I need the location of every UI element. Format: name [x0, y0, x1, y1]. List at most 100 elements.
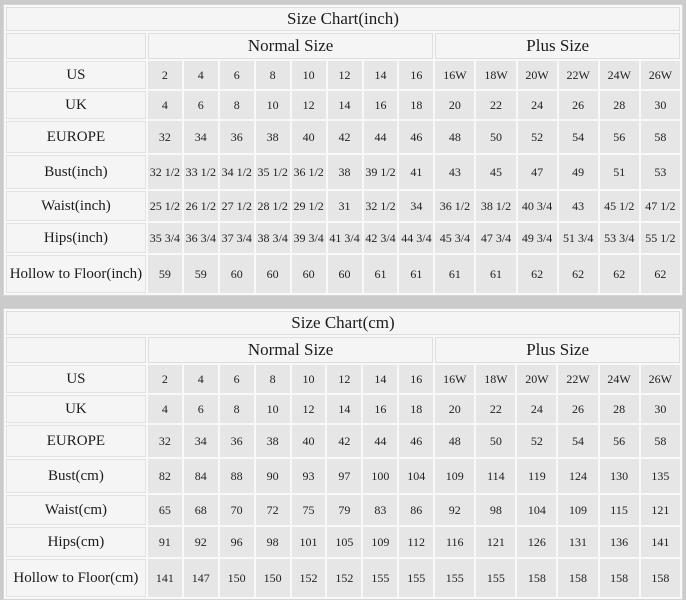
row-label: UK: [6, 395, 146, 423]
table-row: Hips(cm) 91 92 96 98 101 105 109 112 116 121 126 131…: [6, 527, 680, 557]
size-value-cell: 92: [435, 495, 475, 525]
size-value-cell: 10: [291, 365, 326, 393]
size-value-cell: 34: [183, 121, 218, 153]
size-value-cell: 12: [291, 91, 326, 119]
row-label: Waist(cm): [6, 495, 146, 525]
size-value-cell: 39 1/2: [363, 155, 398, 189]
group-header-row: Normal Size Plus Size: [6, 33, 680, 59]
size-value-cell: 27 1/2: [219, 191, 254, 221]
row-label: Hollow to Floor(inch): [6, 255, 146, 293]
corner-spacer: [6, 337, 146, 363]
size-value-cell: 22: [476, 395, 516, 423]
size-value-cell: 47: [517, 155, 557, 189]
size-chart-inch-table: Size Chart(inch) Normal Size Plus Size U…: [3, 4, 683, 296]
size-value-cell: 34: [399, 191, 434, 221]
size-value-cell: 38 1/2: [476, 191, 516, 221]
size-value-cell: 42: [327, 425, 362, 457]
size-value-cell: 40: [291, 121, 326, 153]
table-row: Bust(cm) 82 84 88 90 93 97 100 104 109 114 119 124 13…: [6, 459, 680, 493]
size-value-cell: 20: [435, 91, 475, 119]
row-label: Hollow to Floor(cm): [6, 559, 146, 597]
size-value-cell: 44: [363, 121, 398, 153]
size-value-cell: 114: [476, 459, 516, 493]
table-row: Waist(cm) 65 68 70 72 75 79 83 86 92 98 104 109 115 12…: [6, 495, 680, 525]
size-value-cell: 26: [558, 91, 598, 119]
size-value-cell: 97: [327, 459, 362, 493]
size-value-cell: 98: [476, 495, 516, 525]
size-value-cell: 18W: [476, 365, 516, 393]
size-value-cell: 26: [558, 395, 598, 423]
size-value-cell: 105: [327, 527, 362, 557]
size-value-cell: 6: [219, 61, 254, 89]
size-value-cell: 135: [640, 459, 680, 493]
size-value-cell: 16W: [435, 61, 475, 89]
size-value-cell: 65: [147, 495, 182, 525]
group-header-plus-size: Plus Size: [435, 337, 680, 363]
size-value-cell: 40 3/4: [517, 191, 557, 221]
size-value-cell: 56: [599, 425, 639, 457]
size-value-cell: 36: [219, 121, 254, 153]
size-value-cell: 109: [558, 495, 598, 525]
title-row: Size Chart(cm): [6, 311, 680, 335]
size-value-cell: 34 1/2: [219, 155, 254, 189]
row-label: Bust(cm): [6, 459, 146, 493]
size-value-cell: 4: [183, 365, 218, 393]
size-value-cell: 45 1/2: [599, 191, 639, 221]
size-value-cell: 61: [399, 255, 434, 293]
size-value-cell: 22: [476, 91, 516, 119]
size-value-cell: 18: [399, 395, 434, 423]
table-row: Hollow to Floor(inch) 59 59 60 60 60 60 61 61 61 6…: [6, 255, 680, 293]
size-value-cell: 32: [147, 425, 182, 457]
size-value-cell: 112: [399, 527, 434, 557]
size-value-cell: 45: [476, 155, 516, 189]
size-value-cell: 28: [599, 91, 639, 119]
size-value-cell: 36: [219, 425, 254, 457]
size-value-cell: 35 1/2: [255, 155, 290, 189]
size-value-cell: 8: [219, 91, 254, 119]
size-value-cell: 60: [255, 255, 290, 293]
size-value-cell: 56: [599, 121, 639, 153]
size-value-cell: 16W: [435, 365, 475, 393]
size-value-cell: 42 3/4: [363, 223, 398, 253]
size-value-cell: 47 1/2: [640, 191, 680, 221]
row-label: Waist(inch): [6, 191, 146, 221]
size-value-cell: 18: [399, 91, 434, 119]
size-value-cell: 158: [517, 559, 557, 597]
size-value-cell: 29 1/2: [291, 191, 326, 221]
size-value-cell: 116: [435, 527, 475, 557]
size-value-cell: 32 1/2: [147, 155, 182, 189]
size-value-cell: 41: [399, 155, 434, 189]
table-row: Waist(inch) 25 1/2 26 1/2 27 1/2 28 1/2 29 1/…: [6, 191, 680, 221]
group-header-normal-size: Normal Size: [147, 337, 434, 363]
size-value-cell: 124: [558, 459, 598, 493]
size-value-cell: 38: [327, 155, 362, 189]
size-value-cell: 16: [363, 395, 398, 423]
size-value-cell: 54: [558, 425, 598, 457]
size-value-cell: 126: [517, 527, 557, 557]
size-value-cell: 52: [517, 121, 557, 153]
size-value-cell: 109: [363, 527, 398, 557]
size-value-cell: 44 3/4: [399, 223, 434, 253]
size-value-cell: 48: [435, 425, 475, 457]
size-value-cell: 14: [363, 61, 398, 89]
size-value-cell: 6: [219, 365, 254, 393]
row-label: Bust(inch): [6, 155, 146, 189]
size-value-cell: 46: [399, 121, 434, 153]
size-value-cell: 115: [599, 495, 639, 525]
size-value-cell: 24: [517, 395, 557, 423]
size-value-cell: 83: [363, 495, 398, 525]
size-value-cell: 45 3/4: [435, 223, 475, 253]
group-header-row: Normal Size Plus Size: [6, 337, 680, 363]
table-row: UK 4 6 8 10 12 14 16 18 20 22 24 26 28 30: [6, 91, 680, 119]
size-value-cell: 30: [640, 395, 680, 423]
size-value-cell: 28 1/2: [255, 191, 290, 221]
size-value-cell: 10: [255, 91, 290, 119]
size-value-cell: 26W: [640, 61, 680, 89]
size-value-cell: 158: [599, 559, 639, 597]
table-row: US 2 4 6 8 10 12 14 16 16W 18W 20W 22W 24W 26W: [6, 61, 680, 89]
size-value-cell: 10: [291, 61, 326, 89]
size-value-cell: 61: [363, 255, 398, 293]
row-label: UK: [6, 91, 146, 119]
size-value-cell: 155: [363, 559, 398, 597]
